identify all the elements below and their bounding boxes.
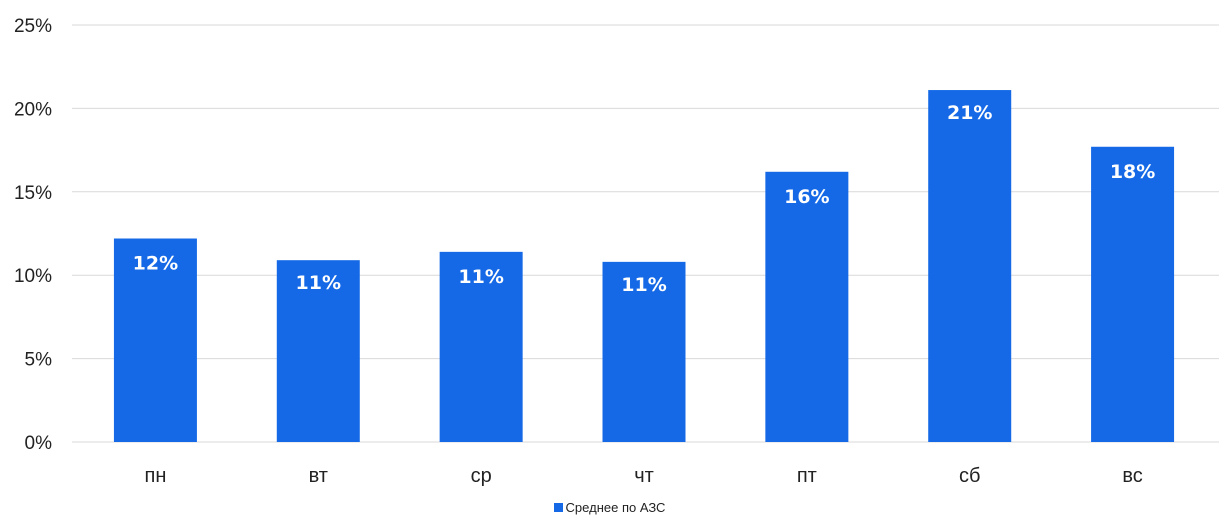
bar [113, 238, 197, 442]
bar [602, 261, 686, 442]
legend-label: Среднее по АЗС [565, 500, 666, 515]
data-label: 11% [621, 274, 666, 296]
y-axis: 0% 5% 10% 15% 20% 25% [14, 16, 52, 454]
bar [439, 251, 523, 442]
x-tick-label: пт [797, 465, 817, 487]
data-label: 21% [947, 102, 992, 124]
x-tick-label: пн [144, 465, 166, 487]
bar [1091, 146, 1175, 442]
x-tick-label: вт [309, 465, 328, 487]
y-tick-label: 10% [14, 266, 52, 287]
bar [928, 90, 1012, 442]
data-label: 18% [1110, 161, 1155, 183]
bar-chart: 0% 5% 10% 15% 20% 25% 12% 11% 11% 11% 16% 21% 18% п… [14, 16, 1219, 487]
data-label: 11% [296, 272, 341, 294]
data-label: 16% [784, 186, 829, 208]
y-tick-label: 5% [25, 350, 53, 371]
y-tick-label: 15% [14, 183, 52, 204]
y-tick-label: 0% [25, 433, 53, 454]
data-label: 11% [458, 266, 503, 288]
bars: 12% 11% 11% 11% 16% 21% 18% [113, 90, 1175, 442]
x-axis: пн вт ср чт пт сб вс [144, 465, 1142, 487]
legend: Среднее по АЗС [0, 500, 1219, 515]
bar [765, 171, 849, 442]
y-tick-label: 20% [14, 99, 52, 120]
data-label: 12% [133, 253, 178, 275]
x-tick-label: сб [959, 465, 980, 487]
y-tick-label: 25% [14, 16, 52, 37]
x-tick-label: ср [471, 465, 492, 487]
legend-swatch [553, 503, 563, 512]
x-tick-label: вс [1122, 465, 1142, 487]
x-tick-label: чт [634, 465, 654, 487]
bar [276, 260, 360, 442]
